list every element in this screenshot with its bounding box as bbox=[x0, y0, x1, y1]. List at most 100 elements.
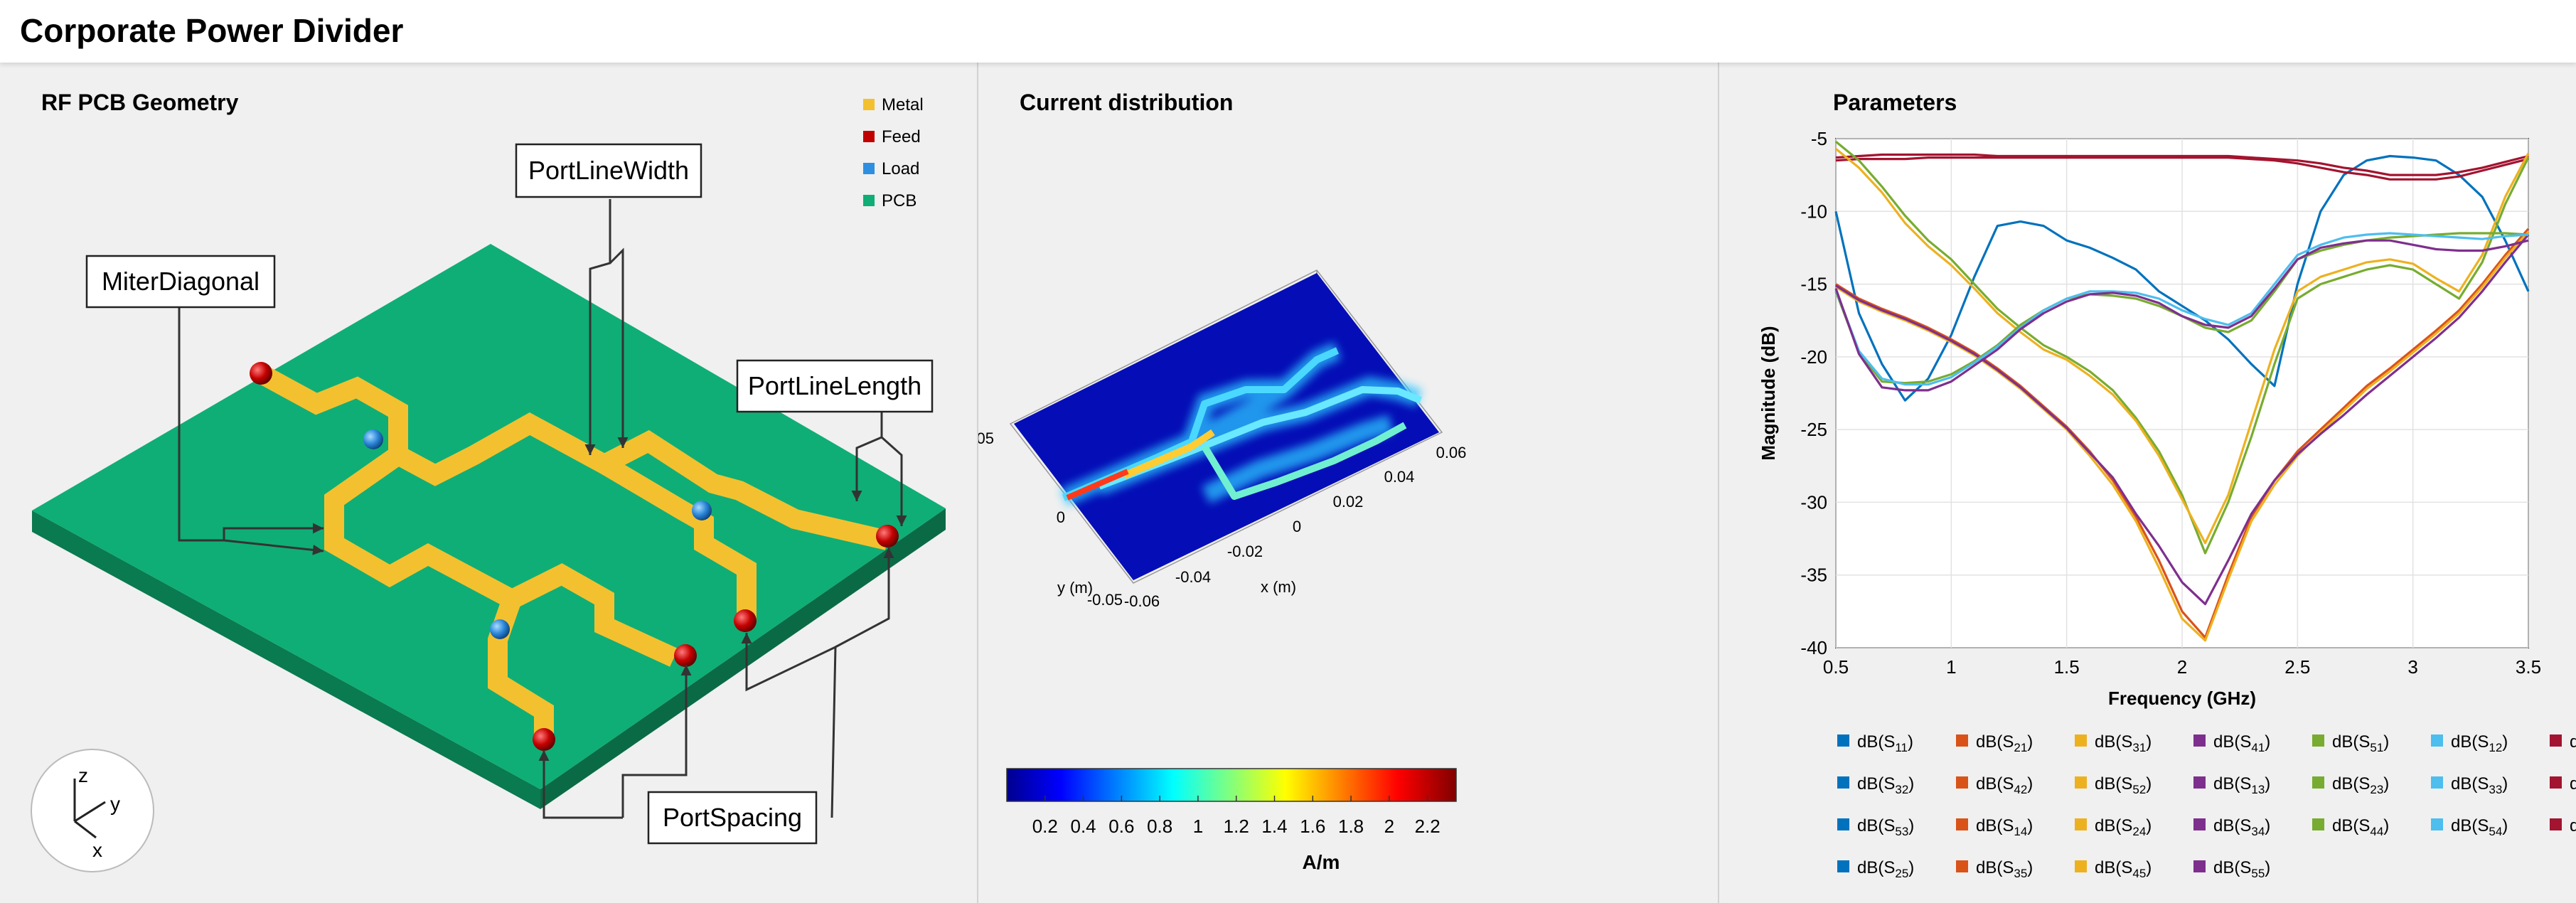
miter-diagonal-annotation: MiterDiagonal bbox=[85, 255, 276, 309]
y-tick-label: -10 bbox=[1800, 201, 1827, 222]
s-parameter-chart[interactable]: 0.5 1 1.5 2 2.5 3 3.5 -5 -10 -15 -20 -25 -30 -35 -40 F… bbox=[1719, 63, 2576, 903]
legend-item[interactable]: dB(S33) bbox=[2431, 774, 2508, 796]
legend-item[interactable]: dB(S35) bbox=[1956, 858, 2033, 880]
parameters-panel: Parameters 0.5 1 1.5 2 2.5 3 3.5 -5 -10 -15 -20 -25… bbox=[1719, 63, 2576, 903]
series-line-dB(S31)[interactable] bbox=[1835, 230, 2530, 642]
axes-orientation-widget[interactable]: z y x bbox=[31, 749, 154, 872]
svg-text:Metal: Metal bbox=[882, 95, 924, 114]
svg-text:MiterDiagonal: MiterDiagonal bbox=[102, 267, 260, 296]
series-line-dB(S15)[interactable] bbox=[1835, 156, 2529, 181]
annotation-leaders bbox=[178, 199, 907, 819]
legend-label: dB(S35) bbox=[1976, 858, 2033, 880]
geometry-panel-title: RF PCB Geometry bbox=[41, 90, 239, 115]
series-line-dB(S11)[interactable] bbox=[1834, 154, 2530, 402]
legend-swatch bbox=[2312, 734, 2324, 747]
series-line-dB(S41)[interactable] bbox=[1835, 233, 2530, 606]
current-x-axis: -0.06 -0.04 -0.02 0 0.02 0.04 0.06 x (m) bbox=[1124, 444, 1466, 610]
legend-label: dB(S52) bbox=[2095, 774, 2152, 796]
svg-text:y: y bbox=[110, 793, 120, 815]
pcb-board-side-left bbox=[32, 511, 540, 809]
colorbar-tick-label: 1.4 bbox=[1261, 816, 1287, 837]
legend-item[interactable]: dB(S44) bbox=[2312, 816, 2389, 838]
legend-label: dB(S11) bbox=[1857, 732, 1913, 754]
legend-label: dB(S44) bbox=[2332, 816, 2389, 838]
legend-item[interactable]: dB(S42) bbox=[1956, 774, 2033, 796]
series-line-dB(S22)[interactable] bbox=[1835, 153, 2529, 176]
legend-item[interactable]: dB(S13) bbox=[2193, 774, 2270, 796]
legend-item[interactable]: dB(S22) bbox=[2550, 732, 2576, 754]
legend-label: dB(S33) bbox=[2451, 774, 2508, 796]
legend-swatch bbox=[2075, 860, 2087, 872]
feed-marker bbox=[674, 644, 697, 667]
panel-divider[interactable] bbox=[977, 63, 978, 903]
legend-label: dB(S25) bbox=[1857, 858, 1914, 880]
load-marker bbox=[363, 429, 383, 449]
legend-item[interactable]: dB(S53) bbox=[1837, 816, 1914, 838]
app-title: Corporate Power Divider bbox=[20, 12, 404, 49]
x-tick-label: 0.5 bbox=[1823, 656, 1849, 678]
legend-swatch bbox=[1837, 734, 1849, 747]
legend-swatch bbox=[1956, 860, 1968, 872]
series-line-dB(S32)[interactable] bbox=[1834, 239, 2529, 392]
svg-text:0.05: 0.05 bbox=[978, 429, 994, 447]
legend-item[interactable]: dB(S31) bbox=[2075, 732, 2152, 754]
legend-label: dB(S32) bbox=[1857, 774, 1914, 796]
colorbar-tick-label: 1 bbox=[1193, 816, 1203, 837]
svg-text:PortSpacing: PortSpacing bbox=[663, 803, 802, 832]
x-tick-label: 3.5 bbox=[2516, 656, 2541, 678]
colorbar-tick-label: 1.2 bbox=[1224, 816, 1249, 837]
svg-text:0.06: 0.06 bbox=[1436, 444, 1467, 461]
legend-item[interactable]: dB(S11) bbox=[1837, 732, 1913, 754]
svg-text:0.02: 0.02 bbox=[1333, 493, 1364, 511]
x-tick-label: 1 bbox=[1946, 656, 1956, 678]
legend-item[interactable]: dB(S32) bbox=[1837, 774, 1914, 796]
series-line-dB(S21)[interactable] bbox=[1835, 228, 2530, 639]
colorbar-tick-label: 1.6 bbox=[1300, 816, 1325, 837]
legend-item[interactable]: dB(S54) bbox=[2431, 816, 2508, 838]
svg-text:PCB: PCB bbox=[882, 191, 916, 210]
legend-label: dB(S41) bbox=[2213, 732, 2270, 754]
x-tick-label: 2.5 bbox=[2284, 656, 2310, 678]
legend-item[interactable]: dB(S25) bbox=[1837, 858, 1914, 880]
colorbar-tick-label: 0.6 bbox=[1108, 816, 1134, 837]
legend-swatch-feed bbox=[863, 131, 875, 142]
legend-label: dB(S14) bbox=[1976, 816, 2033, 838]
legend-label: dB(S21) bbox=[1976, 732, 2033, 754]
legend-label: dB(S45) bbox=[2095, 858, 2152, 880]
legend-swatch bbox=[1956, 734, 1968, 747]
series-line-dB(S44)[interactable] bbox=[1834, 148, 2530, 545]
x-axis-label: Frequency (GHz) bbox=[2108, 688, 2256, 709]
legend-item[interactable]: dB(S12) bbox=[2431, 732, 2508, 754]
legend-label: dB(S22) bbox=[2570, 732, 2576, 754]
y-tick-label: -15 bbox=[1800, 274, 1827, 295]
series-line-dB(S55)[interactable] bbox=[1834, 140, 2530, 555]
legend-item[interactable]: dB(S21) bbox=[1956, 732, 2033, 754]
legend-swatch bbox=[1837, 776, 1849, 789]
legend-item[interactable]: dB(S51) bbox=[2312, 732, 2389, 754]
svg-text:Feed: Feed bbox=[882, 127, 921, 146]
legend-item[interactable]: dB(S23) bbox=[2312, 774, 2389, 796]
legend-item[interactable]: dB(S52) bbox=[2075, 774, 2152, 796]
feed-marker bbox=[876, 525, 899, 547]
legend-item[interactable]: dB(S41) bbox=[2193, 732, 2270, 754]
svg-text:x (m): x (m) bbox=[1261, 578, 1296, 596]
legend-item[interactable]: dB(S15) bbox=[2550, 816, 2576, 838]
params-panel-title: Parameters bbox=[1833, 90, 1957, 115]
panel-divider[interactable] bbox=[1718, 63, 1719, 903]
current-distribution-plot[interactable]: 0.05 0 -0.05 y (m) -0.06 -0.04 -0.02 0 0… bbox=[978, 63, 1718, 903]
current-panel-title: Current distribution bbox=[1020, 90, 1234, 115]
legend-item[interactable]: dB(S43) bbox=[2550, 774, 2576, 796]
colorbar-tick-label: 0.8 bbox=[1147, 816, 1172, 837]
legend-item[interactable]: dB(S34) bbox=[2193, 816, 2270, 838]
legend-item[interactable]: dB(S14) bbox=[1956, 816, 2033, 838]
legend-label: dB(S42) bbox=[1976, 774, 2033, 796]
pcb-geometry-plot[interactable]: PortLineWidth MiterDiagonal PortLineLeng… bbox=[0, 63, 977, 903]
legend-item[interactable]: dB(S45) bbox=[2075, 858, 2152, 880]
port-line-width-annotation: PortLineWidth bbox=[515, 143, 702, 198]
series-line-dB(S23)[interactable] bbox=[1834, 232, 2529, 386]
legend-item[interactable]: dB(S24) bbox=[2075, 816, 2152, 838]
legend-label: dB(S54) bbox=[2451, 816, 2508, 838]
svg-text:z: z bbox=[78, 764, 88, 786]
port-line-length-annotation: PortLineLength bbox=[736, 359, 934, 413]
legend-item[interactable]: dB(S55) bbox=[2193, 858, 2270, 880]
